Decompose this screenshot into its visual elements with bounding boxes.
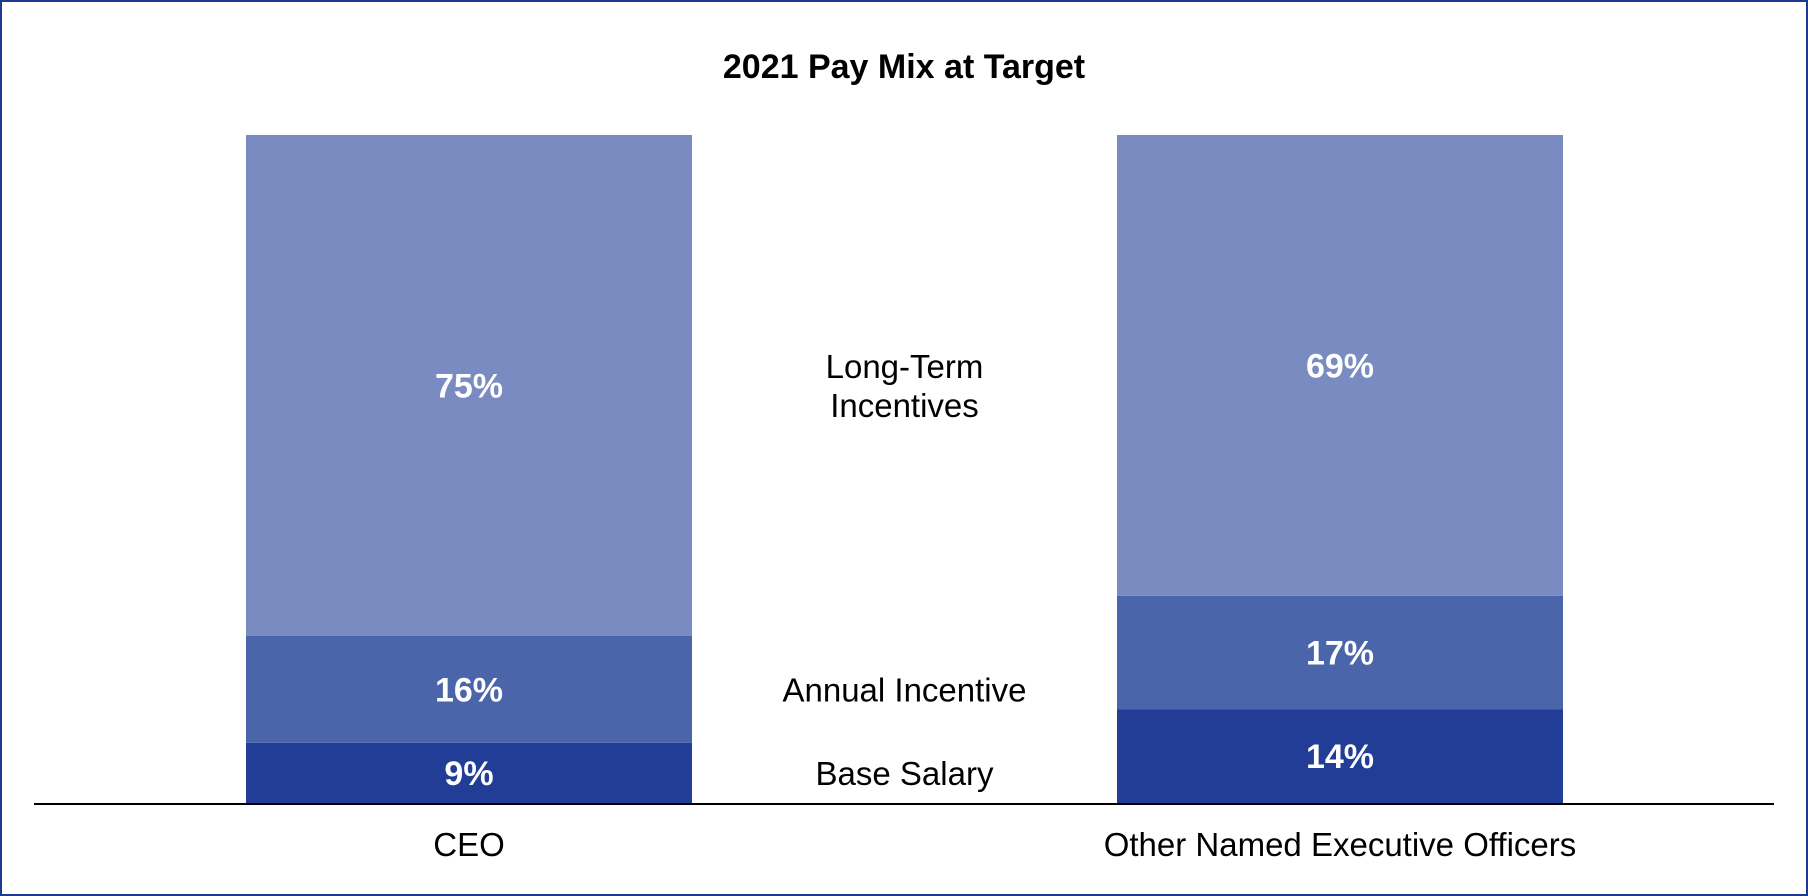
data-label-long-term-incentives-other-named-executive-officers: 69%	[1306, 347, 1374, 385]
category-label-other-named-executive-officers: Other Named Executive Officers	[1104, 826, 1577, 863]
data-label-annual-incentive-other-named-executive-officers: 17%	[1306, 635, 1374, 673]
bar-segment-annual-incentive-other-named-executive-officers	[1117, 595, 1563, 710]
bar-segment-base-salary-other-named-executive-officers	[1117, 709, 1563, 803]
legend-label-long-term-incentives: Long-Term Incentives	[826, 348, 984, 424]
data-label-annual-incentive-ceo: 16%	[435, 671, 503, 709]
category-labels: CEO Other Named Executive Officers	[433, 826, 1576, 863]
data-label-base-salary-ceo: 9%	[444, 755, 493, 793]
bar-segment-annual-incentive-ceo	[246, 636, 692, 743]
legend-label-annual-incentive: Annual Incentive	[782, 671, 1026, 708]
legend-label-base-salary: Base Salary	[816, 755, 994, 792]
bar-segment-base-salary-ceo	[246, 742, 692, 803]
bar-segment-long-term-incentives-ceo	[246, 135, 692, 636]
bars-group: 9% 16% 75% 14% 17% 69%	[246, 135, 1563, 803]
bar-segment-long-term-incentives-other-named-executive-officers	[1117, 135, 1563, 596]
chart-title: 2021 Pay Mix at Target	[723, 48, 1085, 86]
legend: Base Salary Annual Incentive Long-Term Ince…	[782, 348, 1026, 792]
data-label-long-term-incentives-ceo: 75%	[435, 368, 503, 406]
category-label-ceo: CEO	[433, 826, 505, 863]
data-label-base-salary-other-named-executive-officers: 14%	[1306, 738, 1374, 776]
